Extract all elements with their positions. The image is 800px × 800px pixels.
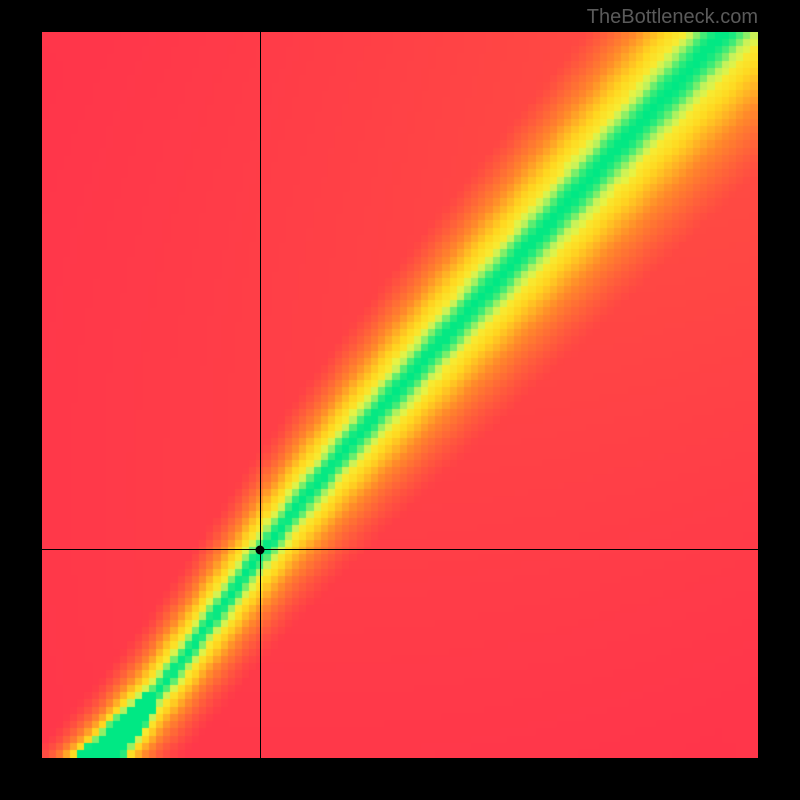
crosshair-vertical xyxy=(260,32,261,758)
heatmap-canvas xyxy=(42,32,758,758)
heatmap-plot xyxy=(42,32,758,758)
crosshair-marker xyxy=(256,545,265,554)
chart-container: TheBottleneck.com xyxy=(0,0,800,800)
source-watermark: TheBottleneck.com xyxy=(587,6,758,29)
crosshair-horizontal xyxy=(42,549,758,550)
